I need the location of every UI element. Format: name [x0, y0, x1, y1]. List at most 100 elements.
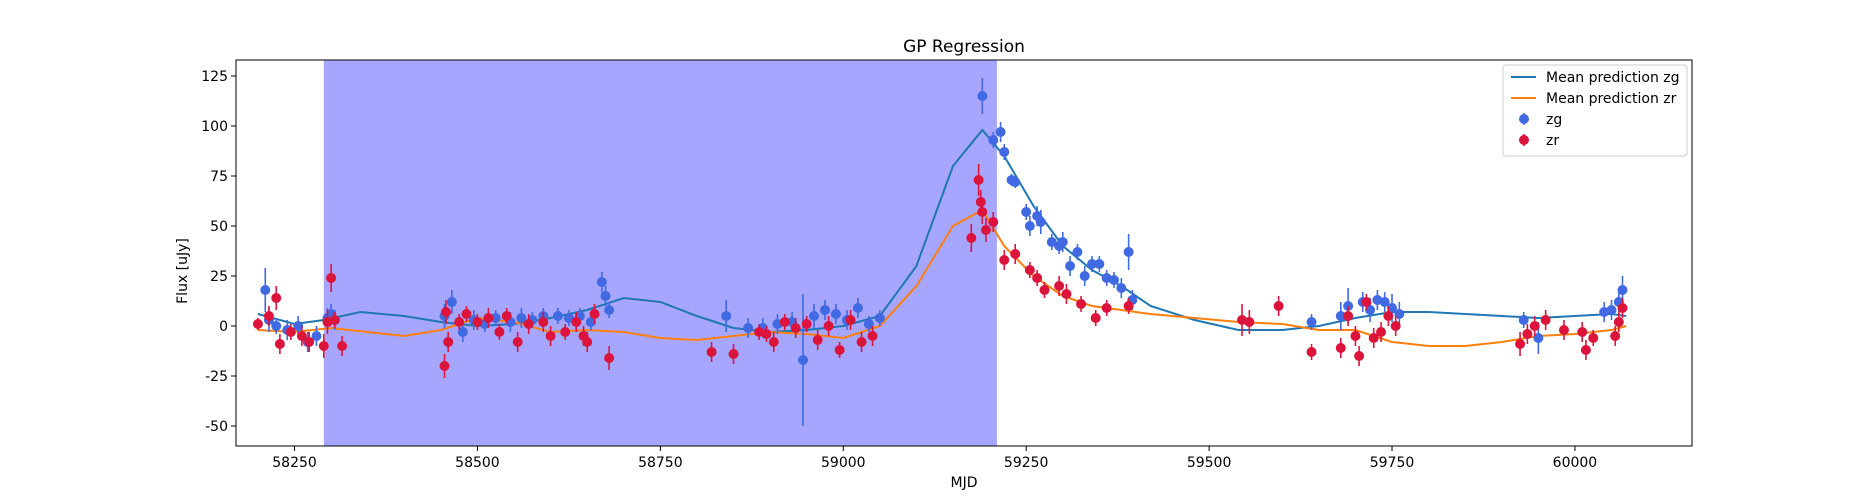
data-point — [973, 175, 984, 185]
data-point — [1558, 325, 1569, 335]
data-point — [1522, 329, 1533, 339]
data-point — [263, 311, 274, 321]
y-tick-label: -25 — [205, 369, 228, 385]
data-point — [867, 331, 878, 341]
data-point — [1383, 311, 1394, 321]
data-point — [1116, 283, 1127, 293]
data-point — [1010, 177, 1021, 187]
data-point — [494, 327, 505, 337]
x-tick-label: 58250 — [272, 455, 317, 471]
data-point — [812, 335, 823, 345]
data-point — [1335, 343, 1346, 353]
data-point — [296, 331, 307, 341]
data-point — [1390, 321, 1401, 331]
data-point — [1394, 309, 1405, 319]
data-point — [1379, 297, 1390, 307]
data-point — [1123, 301, 1134, 311]
data-point — [311, 331, 322, 341]
y-tick-label: 0 — [219, 319, 228, 335]
data-point — [545, 331, 556, 341]
x-tick-label: 59500 — [1187, 455, 1232, 471]
data-point — [585, 317, 596, 327]
x-axis-label: MJD — [951, 475, 978, 491]
data-point — [852, 303, 863, 313]
data-point — [1350, 331, 1361, 341]
y-tick-label: 25 — [210, 269, 228, 285]
data-point — [329, 315, 340, 325]
data-point — [823, 321, 834, 331]
data-point — [1365, 305, 1376, 315]
data-point — [1335, 311, 1346, 321]
data-point — [1306, 347, 1317, 357]
x-tick-label: 58500 — [455, 455, 500, 471]
data-point — [834, 345, 845, 355]
data-point — [798, 355, 809, 365]
data-point — [596, 277, 607, 287]
data-point — [975, 197, 986, 207]
data-point — [1039, 285, 1050, 295]
data-point — [600, 291, 611, 301]
data-point — [1533, 333, 1544, 343]
data-point — [274, 339, 285, 349]
data-point — [1021, 207, 1032, 217]
legend-label: zg — [1546, 112, 1562, 128]
data-point — [1061, 289, 1072, 299]
data-point — [443, 337, 454, 347]
data-point — [326, 273, 337, 283]
data-point — [252, 319, 263, 329]
data-point — [1529, 321, 1540, 331]
data-point — [1540, 315, 1551, 325]
legend: Mean prediction zg Mean prediction zr zg zr — [1502, 64, 1688, 157]
shaded-region — [323, 60, 997, 446]
x-tick-label: 59000 — [821, 455, 866, 471]
data-point — [260, 285, 271, 295]
data-point — [1577, 327, 1588, 337]
legend-label: Mean prediction zg — [1546, 70, 1680, 86]
data-point — [552, 311, 563, 321]
data-point — [1079, 271, 1090, 281]
data-point — [728, 349, 739, 359]
data-point — [337, 341, 348, 351]
data-point — [779, 317, 790, 327]
data-point — [571, 317, 582, 327]
data-point — [1361, 297, 1372, 307]
data-point — [1024, 221, 1035, 231]
data-point — [1610, 331, 1621, 341]
data-point — [830, 309, 841, 319]
data-point — [988, 135, 999, 145]
data-point — [1244, 317, 1255, 327]
data-point — [863, 319, 874, 329]
data-point — [995, 127, 1006, 137]
data-point — [304, 337, 315, 347]
data-point — [439, 361, 450, 371]
data-point — [1368, 333, 1379, 343]
data-point — [1123, 247, 1134, 257]
data-point — [977, 207, 988, 217]
data-point — [1035, 217, 1046, 227]
data-point — [1076, 299, 1087, 309]
data-point — [768, 337, 779, 347]
y-tick-label: 100 — [201, 119, 228, 135]
data-point — [1072, 247, 1083, 257]
data-point — [706, 347, 717, 357]
data-point — [977, 91, 988, 101]
data-point — [1343, 311, 1354, 321]
data-point — [582, 337, 593, 347]
data-point — [1094, 259, 1105, 269]
data-point — [874, 313, 885, 323]
data-point — [790, 323, 801, 333]
data-point — [1306, 317, 1317, 327]
legend-box — [1502, 64, 1688, 157]
data-point — [1065, 261, 1076, 271]
data-point — [563, 313, 574, 323]
data-point — [440, 307, 451, 317]
data-point — [1090, 313, 1101, 323]
data-point — [1087, 259, 1098, 269]
x-tick-label: 59250 — [1004, 455, 1049, 471]
axes-frame — [235, 59, 1693, 447]
chart-title: GP Regression — [903, 37, 1025, 57]
data-point — [999, 147, 1010, 157]
y-tick-label: 75 — [210, 169, 228, 185]
data-point — [285, 327, 296, 337]
data-point — [271, 321, 282, 331]
